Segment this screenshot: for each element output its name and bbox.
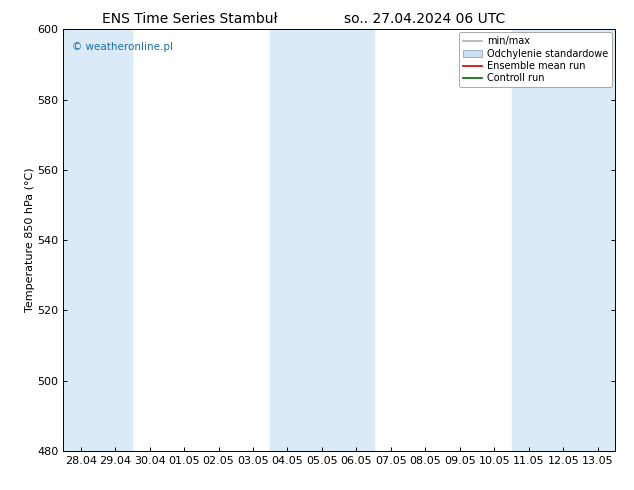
Bar bbox=[512, 29, 615, 451]
Text: ENS Time Series Stambuł: ENS Time Series Stambuł bbox=[103, 12, 278, 26]
Text: © weatheronline.pl: © weatheronline.pl bbox=[72, 42, 172, 52]
Legend: min/max, Odchylenie standardowe, Ensemble mean run, Controll run: min/max, Odchylenie standardowe, Ensembl… bbox=[459, 32, 612, 87]
Bar bbox=[63, 29, 133, 451]
Bar bbox=[270, 29, 373, 451]
Y-axis label: Temperature 850 hPa (°C): Temperature 850 hPa (°C) bbox=[25, 168, 34, 313]
Text: so.. 27.04.2024 06 UTC: so.. 27.04.2024 06 UTC bbox=[344, 12, 505, 26]
